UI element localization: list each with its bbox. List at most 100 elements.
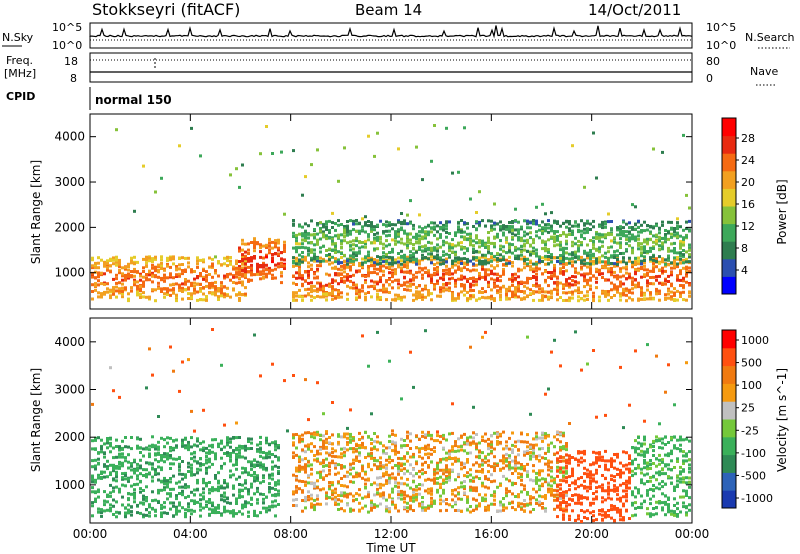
scatter-cell xyxy=(397,467,400,471)
scatter-cell xyxy=(673,261,676,265)
scatter-cell xyxy=(250,278,253,282)
scatter-cell xyxy=(304,175,307,179)
beam-title: Beam 14 xyxy=(355,1,422,19)
scatter-cell xyxy=(184,256,187,260)
scatter-cell xyxy=(163,505,166,509)
scatter-cell xyxy=(361,334,364,338)
scatter-cell xyxy=(361,285,364,288)
scatter-cell xyxy=(268,237,271,241)
scatter-cell xyxy=(589,264,592,268)
scatter-cell xyxy=(370,221,373,225)
scatter-cell xyxy=(193,429,196,433)
scatter-cell xyxy=(388,262,391,266)
scatter-cell xyxy=(268,473,271,477)
scatter-cell xyxy=(256,262,259,266)
scatter-cell xyxy=(322,461,325,465)
scatter-cell xyxy=(133,280,136,284)
scatter-cell xyxy=(649,293,652,297)
scatter-cell xyxy=(628,288,631,292)
scatter-cell xyxy=(337,440,340,444)
scatter-cell xyxy=(145,255,148,259)
scatter-cell xyxy=(313,289,316,293)
scatter-cell xyxy=(322,444,325,448)
scatter-cell xyxy=(127,453,130,457)
scatter-cell xyxy=(490,277,493,281)
scatter-cell xyxy=(166,290,169,294)
scatter-cell xyxy=(295,247,298,251)
scatter-cell xyxy=(307,241,310,245)
scatter-cell xyxy=(136,280,139,284)
scatter-cell xyxy=(628,259,631,263)
scatter-cell xyxy=(640,286,643,290)
scatter-cell xyxy=(499,279,502,283)
scatter-cell xyxy=(328,453,331,457)
scatter-cell xyxy=(394,293,397,297)
scatter-cell xyxy=(496,264,499,268)
scatter-cell xyxy=(667,263,670,267)
scatter-cell xyxy=(523,297,526,301)
scatter-cell xyxy=(223,495,226,499)
scatter-cell xyxy=(616,258,619,261)
scatter-cell xyxy=(406,270,409,274)
scatter-cell xyxy=(337,502,340,506)
scatter-cell xyxy=(334,248,337,252)
scatter-cell xyxy=(415,434,418,438)
scatter-cell xyxy=(178,503,181,507)
scatter-cell xyxy=(274,252,277,256)
scatter-cell xyxy=(409,447,412,450)
scatter-cell xyxy=(508,261,511,265)
scatter-cell xyxy=(214,271,217,275)
scatter-cell xyxy=(160,278,163,282)
scatter-cell xyxy=(379,467,382,470)
scatter-cell xyxy=(322,225,325,229)
scatter-cell xyxy=(667,274,670,278)
scatter-cell xyxy=(583,237,586,241)
scatter-cell xyxy=(157,460,160,464)
scatter-cell xyxy=(205,481,208,485)
scatter-cell xyxy=(463,230,466,234)
scatter-cell xyxy=(271,273,274,277)
scatter-cell xyxy=(397,256,400,260)
scatter-cell xyxy=(499,258,502,262)
scatter-cell xyxy=(406,235,409,239)
scatter-cell xyxy=(220,290,223,293)
scatter-cell xyxy=(484,256,487,259)
scatter-cell xyxy=(499,288,502,291)
scatter-cell xyxy=(172,504,175,508)
scatter-cell xyxy=(532,241,535,245)
scatter-cell xyxy=(154,509,157,513)
scatter-cell xyxy=(367,224,370,228)
scatter-cell xyxy=(265,495,268,499)
scatter-cell xyxy=(655,289,658,293)
scatter-cell xyxy=(157,445,160,449)
scatter-cell xyxy=(514,219,517,223)
scatter-cell xyxy=(100,282,103,286)
scatter-cell xyxy=(676,231,679,235)
scatter-cell xyxy=(607,278,610,282)
scatter-cell xyxy=(424,225,427,229)
scatter-cell xyxy=(256,460,259,464)
scatter-cell xyxy=(199,441,202,445)
scatter-cell xyxy=(301,225,304,229)
scatter-cell xyxy=(163,482,166,486)
scatter-cell xyxy=(535,248,538,252)
scatter-cell xyxy=(430,226,433,230)
scatter-cell xyxy=(127,268,130,272)
scatter-cell xyxy=(619,229,622,233)
scatter-cell xyxy=(208,256,211,260)
scatter-cell xyxy=(547,223,550,226)
scatter-cell xyxy=(307,474,310,478)
scatter-cell xyxy=(547,295,550,299)
scatter-cell xyxy=(376,297,379,301)
scatter-cell xyxy=(211,508,214,512)
scatter-cell xyxy=(514,207,517,211)
scatter-cell xyxy=(607,270,610,274)
scatter-cell xyxy=(271,260,274,264)
scatter-cell xyxy=(493,254,496,258)
scatter-cell xyxy=(199,462,202,466)
scatter-cell xyxy=(325,227,328,231)
scatter-cell xyxy=(385,479,388,483)
scatter-cell xyxy=(655,287,658,291)
scatter-cell xyxy=(364,258,367,262)
scatter-cell xyxy=(220,513,223,517)
